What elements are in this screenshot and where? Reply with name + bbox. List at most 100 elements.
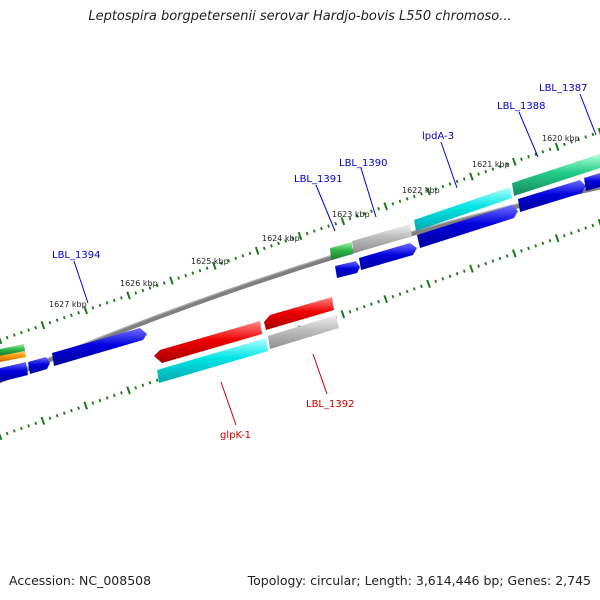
accession-text: Accession: NC_008508 bbox=[9, 573, 152, 588]
minor-tick bbox=[591, 132, 595, 137]
gene-blue-1390[interactable] bbox=[359, 243, 417, 270]
minor-tick bbox=[205, 266, 209, 270]
minor-tick bbox=[198, 268, 202, 273]
label-lbl-1390[interactable]: LBL_1390 bbox=[339, 158, 387, 169]
gene-glpk-1[interactable] bbox=[154, 321, 262, 363]
label-lbl-1387[interactable]: LBL_1387 bbox=[539, 83, 587, 94]
minor-tick bbox=[498, 164, 502, 169]
minor-tick bbox=[412, 287, 416, 291]
gene-blue-far-left[interactable] bbox=[0, 362, 28, 382]
minor-tick bbox=[27, 424, 30, 428]
minor-tick bbox=[305, 231, 309, 236]
leader-lbl-1392 bbox=[312, 353, 328, 395]
gene-blue-right-edge[interactable] bbox=[584, 173, 600, 191]
minor-tick bbox=[348, 310, 352, 314]
map-title: Leptospira borgpetersenii serovar Hardjo… bbox=[88, 9, 512, 24]
minor-tick bbox=[448, 274, 452, 278]
minor-tick bbox=[591, 223, 595, 228]
minor-tick bbox=[362, 304, 366, 309]
gene-lpda-3[interactable] bbox=[414, 187, 512, 231]
minor-tick bbox=[491, 259, 495, 263]
major-tick bbox=[340, 217, 346, 226]
gene-green-far-left[interactable] bbox=[0, 344, 25, 356]
reverse-strand-genes bbox=[154, 297, 339, 383]
leader-lbl-1387 bbox=[579, 93, 597, 136]
minor-tick bbox=[155, 378, 159, 382]
minor-tick bbox=[98, 398, 102, 403]
minor-tick bbox=[155, 283, 159, 288]
forward-strand-genes bbox=[0, 154, 600, 382]
gene-lbl-1392[interactable] bbox=[264, 297, 334, 330]
minor-tick bbox=[327, 224, 330, 228]
minor-tick bbox=[191, 271, 195, 275]
leader-lpda-3 bbox=[440, 141, 458, 189]
leader-lbl-1388 bbox=[518, 111, 539, 158]
major-tick bbox=[426, 279, 431, 288]
gene-lbl-1388[interactable] bbox=[518, 180, 586, 212]
gene-gray-1392[interactable] bbox=[268, 315, 339, 349]
minor-tick bbox=[448, 182, 452, 186]
minor-tick bbox=[105, 396, 109, 400]
label-lbl-1391[interactable]: LBL_1391 bbox=[294, 174, 342, 185]
leader-lbl-1391 bbox=[315, 184, 336, 232]
label-glpk-1[interactable]: glpK-1 bbox=[220, 430, 251, 441]
major-tick bbox=[426, 187, 431, 196]
minor-tick bbox=[377, 299, 380, 304]
minor-tick bbox=[548, 147, 552, 152]
major-tick bbox=[83, 401, 88, 410]
label-lbl-1388[interactable]: LBL_1388 bbox=[497, 101, 545, 112]
minor-tick bbox=[355, 307, 359, 311]
gene-labels: LBL_1387 LBL_1388 lpdA-3 LBL_1390 LBL_13… bbox=[52, 83, 587, 441]
minor-tick bbox=[420, 284, 423, 289]
minor-tick bbox=[70, 313, 73, 317]
minor-tick bbox=[348, 216, 352, 221]
gene-blue-small-left[interactable] bbox=[28, 357, 50, 374]
minor-tick bbox=[505, 162, 509, 166]
minor-tick bbox=[148, 286, 152, 290]
minor-tick bbox=[5, 335, 9, 340]
minor-tick bbox=[455, 271, 459, 276]
scale-label-1620: 1620 kbp bbox=[542, 134, 580, 143]
scale-label-1621: 1621 kbp bbox=[472, 160, 510, 169]
gene-lbl-1391[interactable] bbox=[330, 242, 353, 260]
major-tick bbox=[554, 234, 560, 243]
label-lpda-3[interactable]: lpdA-3 bbox=[422, 131, 454, 142]
gene-blue-mid[interactable] bbox=[417, 205, 518, 248]
minor-tick bbox=[570, 231, 573, 235]
minor-tick bbox=[220, 261, 223, 265]
gene-lbl-1394[interactable] bbox=[52, 328, 147, 366]
minor-tick bbox=[55, 318, 59, 322]
minor-tick bbox=[441, 277, 445, 281]
minor-tick bbox=[355, 214, 359, 218]
label-lbl-1394[interactable]: LBL_1394 bbox=[52, 250, 100, 261]
scale-label-1626: 1626 kbp bbox=[120, 279, 158, 288]
gene-lbl-1390[interactable] bbox=[352, 224, 412, 253]
minor-tick bbox=[562, 142, 566, 147]
minor-tick bbox=[141, 288, 145, 293]
minor-tick bbox=[162, 281, 166, 285]
minor-tick bbox=[534, 152, 538, 156]
minor-tick bbox=[34, 325, 38, 330]
minor-tick bbox=[148, 381, 152, 385]
minor-tick bbox=[62, 316, 66, 320]
major-tick bbox=[212, 261, 217, 270]
minor-tick bbox=[584, 135, 588, 139]
gene-lbl-1387[interactable] bbox=[512, 154, 600, 196]
minor-tick bbox=[577, 228, 580, 233]
major-tick bbox=[169, 276, 174, 285]
minor-tick bbox=[477, 264, 480, 268]
minor-tick bbox=[291, 236, 295, 241]
minor-tick bbox=[48, 416, 52, 420]
minor-tick bbox=[477, 172, 480, 176]
gene-cyan-glpk[interactable] bbox=[157, 338, 268, 383]
minor-tick bbox=[134, 386, 138, 390]
label-lbl-1392[interactable]: LBL_1392 bbox=[306, 399, 354, 410]
minor-tick bbox=[484, 261, 488, 266]
major-tick bbox=[512, 249, 517, 258]
minor-tick bbox=[270, 244, 273, 248]
gene-orange-far-left[interactable] bbox=[0, 351, 26, 362]
minor-tick bbox=[491, 167, 495, 171]
minor-tick bbox=[134, 291, 138, 295]
gene-blue-1391[interactable] bbox=[335, 261, 360, 278]
